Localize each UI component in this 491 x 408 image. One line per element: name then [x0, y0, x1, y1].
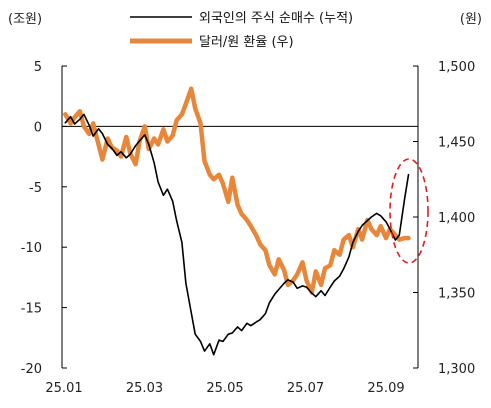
x-tick-label: 25.01: [45, 381, 82, 396]
series-line-foreign-net-buy: [64, 113, 410, 356]
left-y-tick-label: -15: [21, 302, 42, 317]
right-y-tick-label: 1,400: [438, 211, 475, 226]
right-y-tick-label: 1,350: [438, 287, 475, 302]
right-y-tick-label: 1,300: [438, 362, 475, 377]
series-layer: [63, 86, 411, 356]
left-y-tick-label: -10: [21, 241, 42, 256]
right-y-tick-label: 1,500: [438, 60, 475, 75]
left-y-tick-label: -20: [21, 362, 42, 377]
left-y-tick-label: 0: [34, 120, 42, 135]
left-y-tick-label: -5: [29, 181, 42, 196]
x-tick-label: 25.05: [206, 381, 243, 396]
legend-label-usdkrw: 달러/원 환율 (우): [199, 35, 294, 50]
legend-label-foreign-net-buy: 외국인의 주식 순매수 (누적): [199, 11, 353, 26]
left-axis-unit: (조원): [8, 12, 42, 27]
left-y-tick-label: 5: [34, 60, 42, 75]
right-axis-unit: (원): [460, 12, 482, 27]
series-line-usdkrw: [63, 86, 411, 295]
axes: 5 0 -5 -10 -15 -20 1,500 1,450 1,400 1,350 1,300 25…: [21, 60, 475, 396]
highlight-ellipse: [389, 158, 429, 264]
right-y-tick-label: 1,450: [438, 136, 475, 151]
x-tick-label: 25.09: [367, 381, 404, 396]
x-tick-label: 25.03: [126, 381, 163, 396]
x-tick-label: 25.07: [287, 381, 324, 396]
legend: 외국인의 주식 순매수 (누적) 달러/원 환율 (우): [130, 11, 353, 50]
